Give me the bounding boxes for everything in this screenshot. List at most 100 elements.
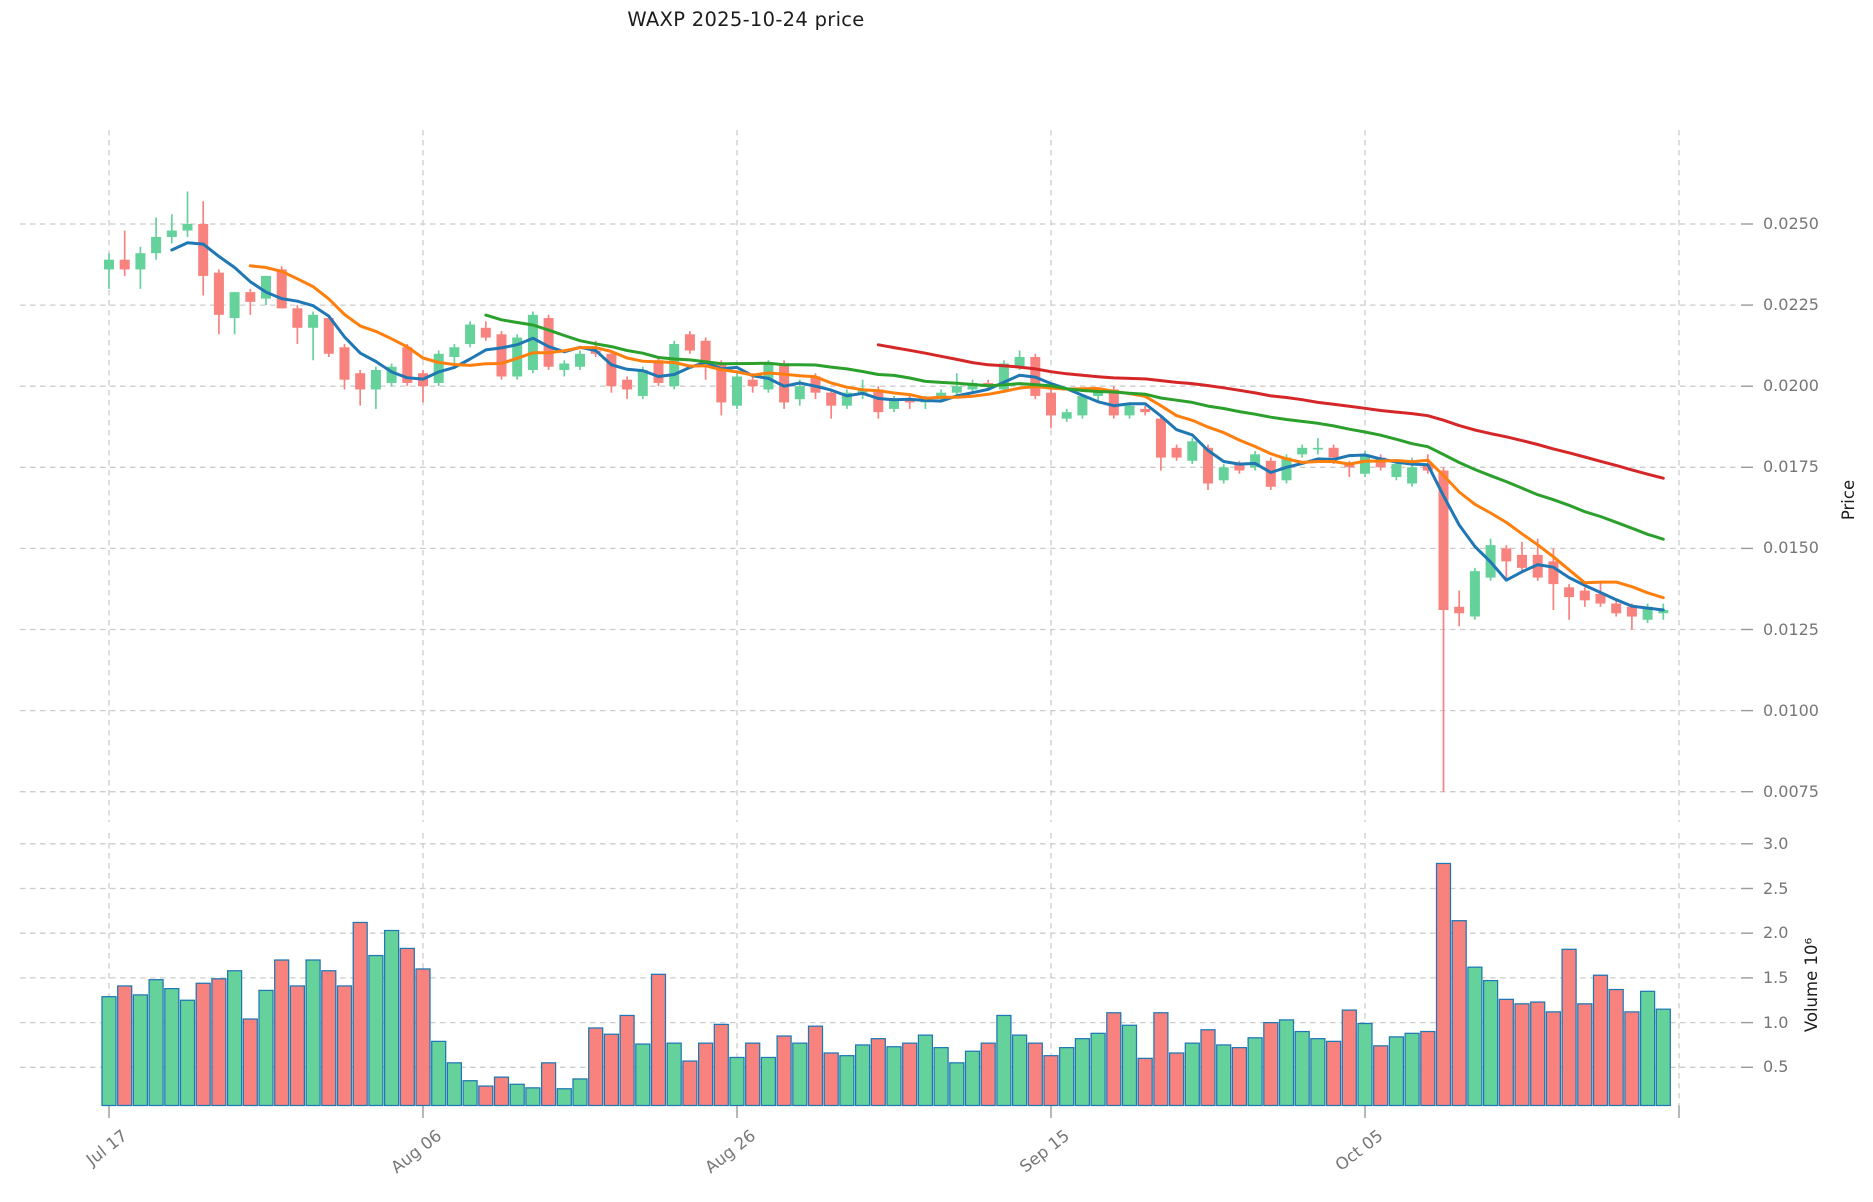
candle-body	[135, 253, 146, 270]
candle-body	[292, 308, 303, 328]
candle-body	[967, 382, 978, 390]
candle-body	[653, 360, 664, 383]
volume-bar	[917, 1034, 934, 1107]
volume-tick-label: 0.5	[1763, 1057, 1789, 1077]
volume-bar	[1200, 1029, 1216, 1107]
volume-bar	[1373, 1045, 1389, 1107]
volume-bar	[1577, 1003, 1593, 1107]
volume-axis-label: Volume 10⁶	[1802, 937, 1821, 1033]
volume-bar	[729, 1056, 745, 1107]
candle-body	[1407, 467, 1418, 484]
volume-bar	[195, 982, 211, 1107]
volume-bar	[1435, 862, 1452, 1107]
volume-bar	[525, 1087, 541, 1107]
volume-bar	[336, 985, 353, 1107]
candle-body	[716, 363, 727, 403]
candle-body	[198, 224, 209, 276]
candle-body	[904, 399, 915, 403]
volume-bar	[980, 1042, 996, 1107]
volume-bar	[1420, 1030, 1436, 1107]
volume-bar	[101, 996, 117, 1107]
volume-bar	[650, 973, 667, 1107]
ma-mid-line	[248, 264, 1665, 600]
candle-body	[527, 314, 538, 370]
candle-body	[1234, 464, 1245, 471]
candle-body	[355, 373, 366, 390]
candle-body	[1312, 447, 1323, 450]
volume-bar	[446, 1062, 463, 1107]
price-tick-label: 0.0150	[1763, 538, 1819, 558]
price-tick-label: 0.0175	[1763, 457, 1819, 477]
volume-tick-label: 2.5	[1763, 878, 1789, 898]
volume-bar	[1168, 1052, 1185, 1107]
volume-bar	[1294, 1030, 1310, 1107]
volume-bar	[1263, 1021, 1279, 1107]
candle-body	[166, 230, 177, 237]
volume-bar	[1388, 1036, 1405, 1107]
candle-body	[1124, 405, 1135, 416]
candle-body	[1360, 454, 1370, 474]
volume-bar	[870, 1038, 886, 1107]
candle-body	[606, 353, 617, 387]
volume-bar	[179, 999, 196, 1107]
volume-bar	[1121, 1024, 1138, 1107]
volume-bar	[1639, 990, 1656, 1107]
volume-bar	[1106, 1012, 1122, 1107]
volume-bar	[1561, 948, 1577, 1107]
volume-bar	[274, 959, 290, 1107]
candle-body	[182, 224, 193, 231]
candle-body	[1564, 587, 1575, 598]
price-tick-label: 0.0225	[1763, 295, 1819, 315]
ma-long-line	[484, 313, 1665, 541]
candle-body	[276, 269, 287, 309]
price-tick-label: 0.0250	[1763, 214, 1819, 233]
volume-bar	[1357, 1022, 1373, 1107]
candle-body	[1328, 447, 1339, 458]
candle-body	[1171, 447, 1182, 458]
candle-body	[480, 327, 491, 338]
volume-bar	[1404, 1032, 1420, 1107]
candle-body	[998, 363, 1009, 390]
volume-bar	[996, 1014, 1012, 1107]
volume-bar	[619, 1014, 635, 1107]
candle-body	[1517, 554, 1527, 568]
volume-bar	[431, 1040, 447, 1107]
volume-bar	[854, 1044, 871, 1107]
candle-body	[1595, 593, 1606, 604]
volume-bar	[289, 985, 306, 1107]
volume-bar	[807, 1025, 824, 1107]
candle-body	[1140, 408, 1151, 413]
volume-bar	[964, 1050, 981, 1107]
volume-bar	[1545, 1011, 1562, 1107]
candle-body	[1250, 454, 1261, 468]
volume-bar	[226, 970, 243, 1107]
volume-tick-label: 1.5	[1763, 967, 1789, 987]
candle-body	[1155, 418, 1166, 458]
volume-bar	[1451, 920, 1467, 1107]
candle-body	[1642, 606, 1653, 620]
volume-bar	[1011, 1034, 1028, 1107]
candle-body	[669, 344, 680, 387]
volume-bar	[509, 1083, 525, 1107]
volume-bar	[1467, 966, 1483, 1107]
candle-body	[465, 324, 476, 345]
candle-body	[151, 236, 162, 254]
candle-body	[841, 392, 852, 406]
volume-bar	[745, 1042, 761, 1107]
volume-bar	[540, 1062, 557, 1107]
candle-body	[229, 292, 240, 319]
candle-body	[700, 340, 711, 364]
candle-body	[1077, 395, 1088, 416]
volume-bar	[1482, 979, 1499, 1107]
candle-body	[119, 259, 130, 270]
candle-body	[1061, 412, 1072, 419]
volume-bar	[760, 1056, 777, 1107]
candle-body	[449, 347, 460, 358]
ma-longest-line	[876, 343, 1665, 480]
volume-bar	[1655, 1008, 1671, 1107]
candle-body	[308, 314, 319, 328]
volume-bar	[132, 994, 149, 1107]
candle-body	[1218, 467, 1229, 481]
candle-body	[1438, 470, 1449, 611]
